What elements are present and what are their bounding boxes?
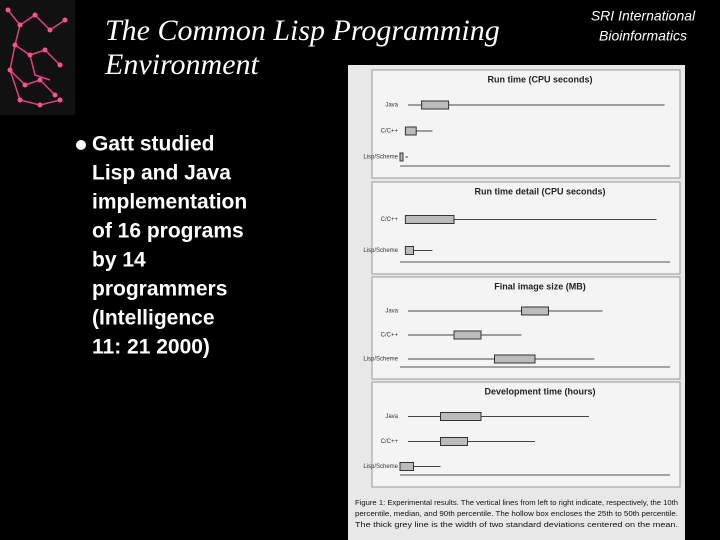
row-label: Lisp/Scheme xyxy=(363,155,398,161)
row-label: Lisp/Scheme xyxy=(363,357,398,363)
slide-title: The Common Lisp Programming xyxy=(105,14,500,47)
bullet-text: programmers xyxy=(92,278,227,301)
logo-graphic xyxy=(0,0,75,115)
bullet-text: Lisp and Java xyxy=(92,162,231,185)
box xyxy=(521,306,549,316)
bullet-text: Gatt studied xyxy=(92,133,215,156)
figure-caption: percentile, median, and 90th percentile.… xyxy=(355,511,678,518)
bullet-text: (Intelligence xyxy=(92,307,215,330)
row-label: C/C++ xyxy=(381,217,399,223)
panel-frame xyxy=(371,276,681,380)
row-label: C/C++ xyxy=(381,333,399,339)
panel-title: Final image size (MB) xyxy=(494,281,586,291)
box xyxy=(440,437,468,446)
panel-title: Development time (hours) xyxy=(484,386,595,396)
box xyxy=(404,215,455,224)
panel-frame xyxy=(371,181,681,275)
bullet-text: by 14 xyxy=(92,249,146,272)
panel-title: Run time (CPU seconds) xyxy=(487,74,592,84)
bullet-text: 11: 21 2000) xyxy=(92,336,210,359)
box xyxy=(453,330,482,340)
row-label: Lisp/Scheme xyxy=(363,248,398,254)
figure-caption: The thick grey line is the width of two … xyxy=(355,522,678,529)
row-label: Lisp/Scheme xyxy=(363,464,398,470)
org-name: SRI International xyxy=(591,8,696,24)
box xyxy=(494,354,536,364)
org-name: Bioinformatics xyxy=(599,28,687,44)
panel-title: Run time detail (CPU seconds) xyxy=(474,186,605,196)
box xyxy=(404,126,417,136)
row-label: Java xyxy=(385,414,398,420)
row-label: C/C++ xyxy=(381,129,399,135)
row-label: Java xyxy=(385,103,398,109)
row-label: C/C++ xyxy=(381,439,399,445)
bullet-text: of 16 programs xyxy=(92,220,244,243)
box xyxy=(421,100,450,110)
panel-frame xyxy=(371,381,681,488)
slide-title: Environment xyxy=(104,48,260,81)
box xyxy=(404,246,414,255)
panel-frame xyxy=(371,69,681,179)
row-label: Java xyxy=(385,309,398,315)
bullet-marker xyxy=(76,140,86,150)
box xyxy=(399,152,404,162)
box xyxy=(399,462,414,471)
box xyxy=(440,412,482,421)
bullet-text: implementation xyxy=(92,191,247,214)
figure-caption: Figure 1: Experimental results. The vert… xyxy=(355,500,678,507)
